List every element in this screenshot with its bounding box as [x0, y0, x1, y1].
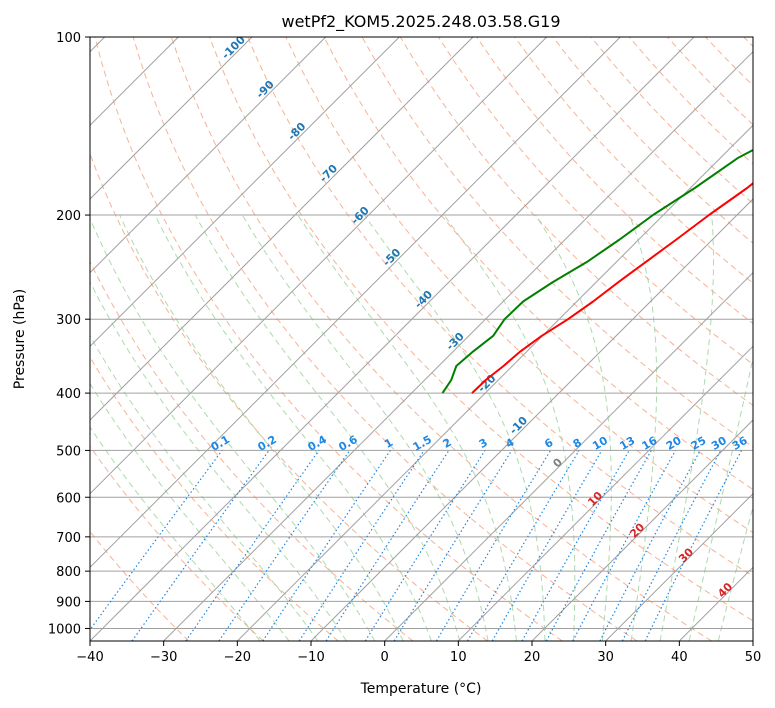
mixing-ratio-line [131, 450, 270, 641]
moist-adiabat-line [443, 214, 576, 641]
isotherm-line [90, 37, 621, 569]
isotherm-line [531, 419, 753, 641]
dry-adiabat-line [94, 37, 563, 641]
y-tick-label: 800 [56, 565, 81, 580]
dry-adiabat-line [209, 37, 753, 622]
dry-adiabat-line [90, 445, 264, 641]
isotherm-line [457, 345, 753, 641]
mixing-ratio-line [298, 450, 425, 641]
moist-adiabat-line [629, 214, 658, 641]
y-axis-ticks: 100 200 300 400 500 600 700 800 900 1000 [48, 31, 90, 637]
dry-adiabat-line [90, 260, 414, 641]
isotherm-line [236, 124, 753, 641]
x-tick-label: 50 [745, 650, 762, 665]
x-axis-title: Temperature (°C) [360, 681, 482, 697]
mixing-ratio-line [521, 450, 630, 641]
mixing-ratio-line [621, 450, 722, 641]
isotherm-line [90, 37, 695, 641]
mixing-ratio-line [393, 450, 513, 641]
mixing-ratio-line [644, 450, 743, 641]
mixing-ratio-line [90, 450, 223, 631]
dewpoint-profile-line [441, 148, 753, 394]
moist-adiabat-line [194, 214, 461, 641]
x-tick-label: −20 [224, 650, 251, 665]
dry-adiabat-line [285, 37, 753, 534]
x-tick-label: −40 [76, 650, 103, 665]
moist-adiabat-line [364, 214, 546, 641]
y-tick-label: 700 [56, 531, 81, 546]
mixing-ratio-line [572, 450, 677, 641]
mixing-ratio-line [218, 450, 351, 641]
moist-adiabat-line [90, 426, 261, 641]
y-tick-label: 200 [56, 209, 81, 224]
mixing-ratio-line [185, 450, 320, 641]
y-tick-label: 600 [56, 491, 81, 506]
x-tick-label: 30 [597, 650, 614, 665]
dry-adiabat-line [476, 37, 753, 325]
dry-adiabat-line [170, 37, 712, 641]
temperature-profile-line [471, 182, 753, 394]
dry-adiabat-line [514, 37, 753, 284]
isotherm-line [90, 37, 253, 200]
dry-adiabat-line [247, 37, 753, 577]
chart-title: wetPf2_KOM5.2025.248.03.58.G19 [281, 12, 560, 32]
isotherm-line [310, 198, 753, 641]
moist-adiabat-line [154, 214, 432, 641]
moist-adiabat-line [659, 214, 714, 641]
moist-adiabat-line [90, 280, 347, 641]
x-tick-label: 0 [381, 650, 389, 665]
x-tick-label: 40 [671, 650, 688, 665]
y-tick-label: 1000 [48, 622, 81, 637]
isotherm-line [90, 37, 548, 495]
isotherms [90, 37, 753, 641]
isotherm-line [163, 50, 753, 641]
isotherm-line [90, 37, 400, 348]
y-tick-label: 400 [56, 387, 81, 402]
dry-adiabat-line [90, 356, 339, 641]
x-axis-ticks: −40 −30 −20 −10 0 10 20 30 40 50 [76, 641, 761, 665]
moist-adiabat-line [535, 214, 612, 641]
plot-frame [89, 36, 754, 642]
x-tick-label: 20 [524, 650, 541, 665]
mixing-ratio-line [545, 450, 652, 641]
y-tick-label: 900 [56, 595, 81, 610]
dry-adiabat-line [323, 37, 753, 491]
isotherm-line [605, 492, 753, 641]
moist-adiabat-line [90, 334, 319, 641]
moist-adiabat-line [119, 214, 404, 641]
mixing-ratio-line [262, 450, 391, 641]
mixing-ratio-line [325, 450, 450, 641]
y-axis-title: Pressure (hPa) [12, 289, 28, 389]
x-tick-label: −10 [297, 650, 324, 665]
x-tick-label: −30 [150, 650, 177, 665]
isotherm-line [384, 271, 753, 641]
mixing-ratio-lines [90, 450, 743, 641]
pressure-gridlines [90, 37, 753, 629]
isotherm-line [90, 37, 327, 274]
y-tick-label: 500 [56, 444, 81, 459]
sounding-profiles [441, 148, 753, 394]
x-tick-label: 10 [450, 650, 467, 665]
isotherm-line [90, 37, 474, 421]
y-tick-label: 300 [56, 313, 81, 328]
moist-adiabat-line [90, 217, 376, 641]
y-tick-label: 100 [56, 31, 81, 46]
